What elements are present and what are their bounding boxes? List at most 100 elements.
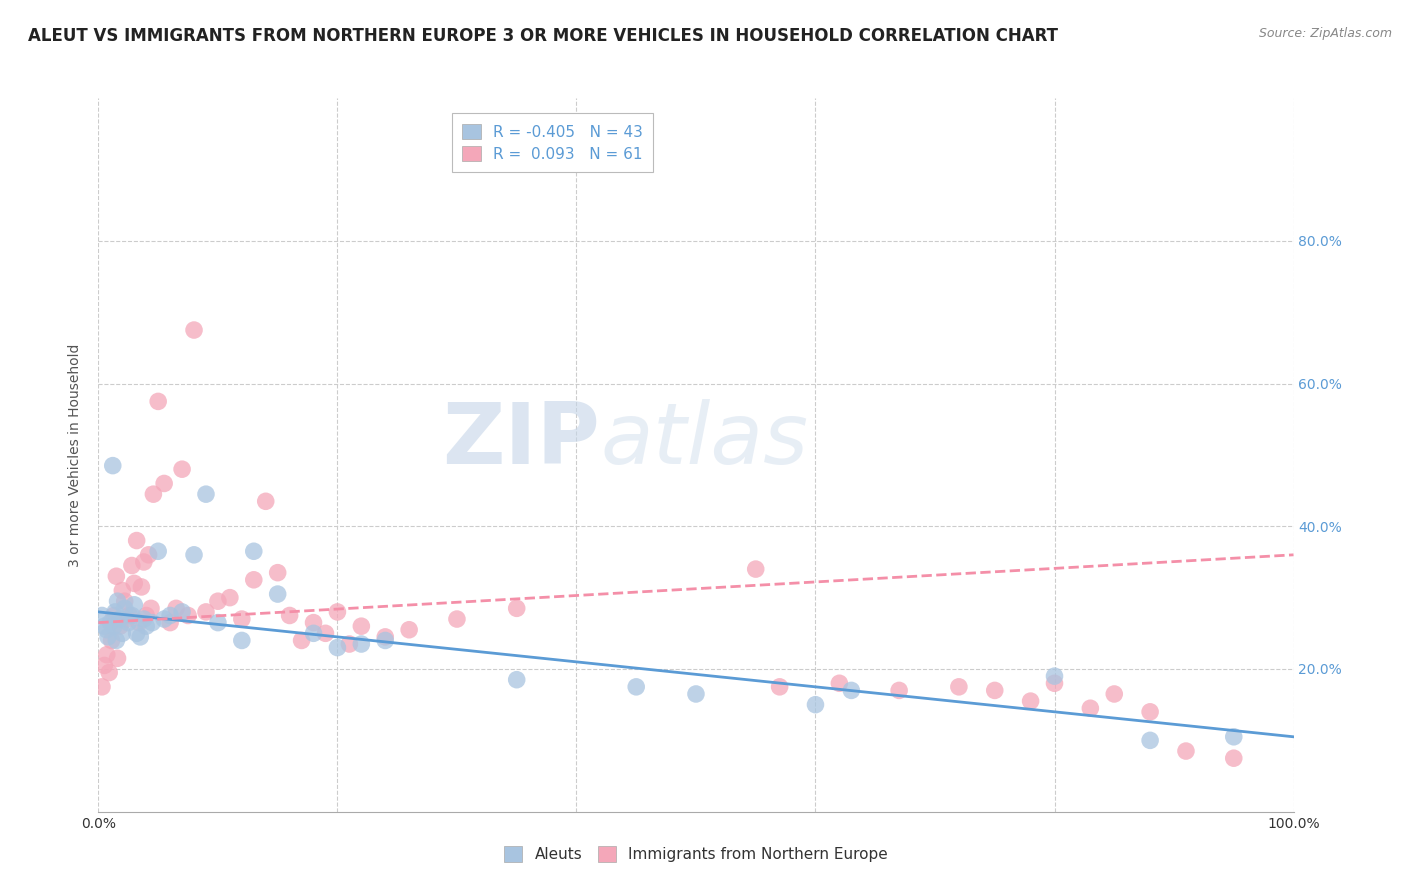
Point [326,640,349,655]
Point [104,605,127,619]
Point [96,623,118,637]
Point [243,544,266,558]
Point [278,608,301,623]
Point [117,615,139,630]
Point [148,544,170,558]
Point [121,558,143,573]
Point [1043,669,1066,683]
Point [254,494,277,508]
Point [326,605,349,619]
Point [111,626,134,640]
Point [96,648,118,662]
Point [132,555,155,569]
Point [889,683,911,698]
Point [159,608,181,623]
Text: ALEUT VS IMMIGRANTS FROM NORTHERN EUROPE 3 OR MORE VEHICLES IN HOUSEHOLD CORRELA: ALEUT VS IMMIGRANTS FROM NORTHERN EUROPE… [28,27,1059,45]
Point [153,476,176,491]
Point [103,608,125,623]
Point [115,612,138,626]
Point [685,687,707,701]
Point [128,615,150,630]
Point [1222,730,1246,744]
Point [98,615,122,630]
Point [125,533,148,548]
Point [398,623,420,637]
Point [125,626,148,640]
Point [1139,705,1161,719]
Point [121,608,143,623]
Point [91,680,114,694]
Point [139,601,162,615]
Point [315,626,337,640]
Point [194,487,218,501]
Point [984,683,1007,698]
Point [506,601,529,615]
Point [231,633,253,648]
Point [948,680,970,694]
Point [1222,751,1246,765]
Point [1043,676,1066,690]
Point [626,680,648,694]
Point [446,612,468,626]
Point [101,458,124,473]
Point [267,566,290,580]
Point [828,676,851,690]
Point [1175,744,1198,758]
Point [100,633,122,648]
Point [135,619,157,633]
Point [506,673,529,687]
Legend: Aleuts, Immigrants from Northern Europe: Aleuts, Immigrants from Northern Europe [498,840,894,868]
Point [339,637,360,651]
Point [350,637,373,651]
Point [183,548,205,562]
Point [97,630,120,644]
Point [148,394,170,409]
Text: ZIP: ZIP [443,399,600,483]
Point [93,658,115,673]
Point [1139,733,1161,747]
Point [172,605,194,619]
Point [138,548,160,562]
Point [1019,694,1042,708]
Point [172,462,194,476]
Point [165,601,187,615]
Point [159,615,181,630]
Point [93,619,115,633]
Point [183,323,205,337]
Point [207,615,229,630]
Point [132,612,155,626]
Y-axis label: 3 or more Vehicles in Household: 3 or more Vehicles in Household [69,343,83,566]
Point [153,612,176,626]
Point [231,612,253,626]
Text: atlas: atlas [600,399,808,483]
Point [267,587,290,601]
Text: Source: ZipAtlas.com: Source: ZipAtlas.com [1258,27,1392,40]
Point [374,633,396,648]
Point [114,601,136,615]
Point [131,580,153,594]
Point [745,562,768,576]
Point [207,594,229,608]
Point [1080,701,1102,715]
Point [107,651,129,665]
Point [108,612,131,626]
Point [374,630,396,644]
Point [124,576,146,591]
Point [111,583,134,598]
Point [124,598,146,612]
Point [302,615,325,630]
Point [194,605,218,619]
Point [1102,687,1125,701]
Point [219,591,242,605]
Point [135,608,157,623]
Point [768,680,790,694]
Point [302,626,325,640]
Point [118,608,141,623]
Point [841,683,863,698]
Point [91,608,114,623]
Point [105,569,128,583]
Point [129,630,152,644]
Point [108,619,131,633]
Point [98,665,121,680]
Point [105,633,128,648]
